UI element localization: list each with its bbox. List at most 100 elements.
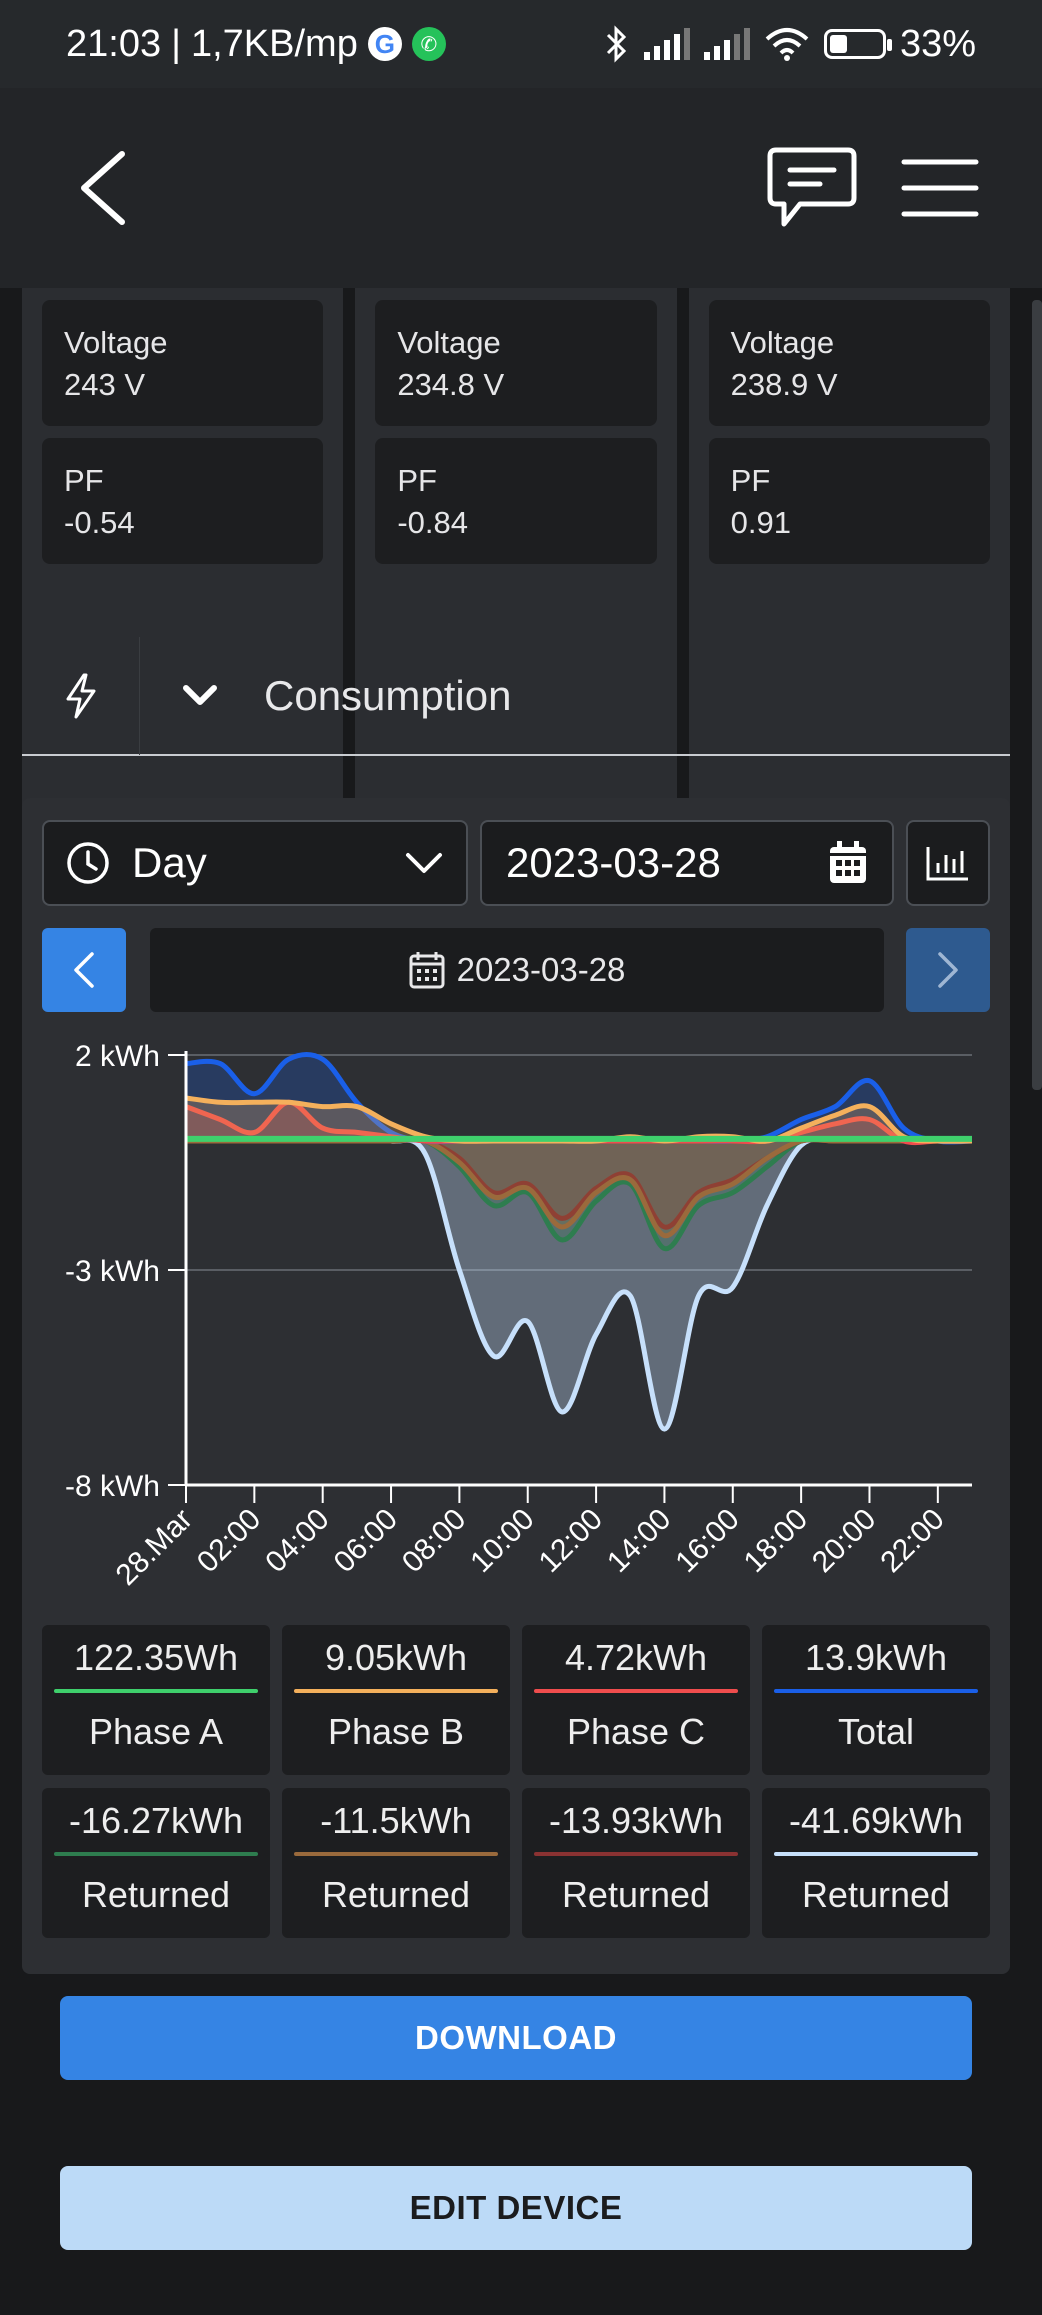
status-speed: 1,7KB/mp (190, 22, 358, 65)
chevron-down-icon (406, 853, 442, 873)
wifi-icon (765, 28, 809, 61)
pf-box: PF -0.54 (42, 438, 324, 564)
pf-label: PF (64, 463, 104, 498)
signal-icon-2 (703, 28, 750, 60)
legend-value: -16.27kWh (68, 1800, 244, 1841)
legend-returned-phase-b[interactable]: -11.5kWh Returned (282, 1788, 510, 1938)
legend-phase-b[interactable]: 9.05kWh Phase B (282, 1625, 510, 1775)
legend-name: Returned (81, 1874, 231, 1915)
legend-line (294, 1852, 498, 1856)
calendar-icon (409, 952, 445, 989)
chart-type-button[interactable] (906, 820, 990, 906)
pf-label: PF (397, 463, 437, 498)
voltage-label: Voltage (64, 325, 168, 360)
consumption-title: Consumption (264, 672, 512, 719)
phase-card: Voltage 238.9 V PF 0.91 (688, 208, 1010, 902)
chevron-left-icon (74, 952, 94, 988)
period-select-value: Day (132, 839, 207, 886)
status-bar: 21:03 | 1,7KB/mp G ✆ 33% (0, 0, 1042, 88)
y-tick-label: -3 kWh (65, 1255, 160, 1288)
edit-device-button[interactable]: EDIT DEVICE (60, 2166, 972, 2250)
phone-call-icon: ✆ (411, 27, 446, 61)
series-area-returned-total (186, 1139, 972, 1430)
legend-value: -41.69kWh (788, 1800, 964, 1841)
legend-name: Returned (801, 1874, 951, 1915)
legend-line (54, 1852, 258, 1856)
bluetooth-icon (606, 25, 627, 63)
date-input-value: 2023-03-28 (506, 839, 721, 886)
pf-box: PF 0.91 (708, 438, 990, 564)
download-button[interactable]: DOWNLOAD (60, 1996, 972, 2080)
pf-value: 0.91 (730, 505, 791, 540)
legend-name: Total (837, 1711, 915, 1752)
x-tick-label: 20:00 (806, 1503, 882, 1579)
chevron-right-icon (938, 952, 958, 988)
legend-value: 4.72kWh (564, 1637, 708, 1678)
legend-name: Phase B (327, 1711, 465, 1752)
consumption-card: Day 2023-03-28 2023-03-28 2 kWh -3 kWh -8 … (22, 798, 1010, 1974)
battery-icon (823, 29, 892, 59)
legend-value: 122.35Wh (73, 1637, 239, 1678)
calendar-icon[interactable] (828, 841, 868, 885)
bar-chart-icon (926, 847, 968, 881)
scrollbar[interactable] (1032, 300, 1042, 1090)
previous-day-button[interactable] (42, 928, 126, 1012)
voltage-value: 238.9 V (730, 367, 838, 402)
y-tick-label: -8 kWh (65, 1470, 160, 1503)
legend-line (54, 1689, 258, 1693)
legend-line (534, 1852, 738, 1856)
x-tick-label: 06:00 (328, 1503, 404, 1579)
voltage-label: Voltage (397, 325, 501, 360)
x-tick-label: 14:00 (601, 1503, 677, 1579)
legend-line (774, 1689, 978, 1693)
legend-name: Returned (561, 1874, 711, 1915)
lightning-bolt-icon (22, 637, 140, 755)
chevron-down-icon[interactable] (180, 676, 220, 716)
app-bar (0, 88, 1042, 288)
x-tick-label: 10:00 (464, 1503, 540, 1579)
legend-row-returned: -16.27kWh Returned -11.5kWh Returned -13.9… (42, 1788, 990, 1938)
chat-bubble-icon[interactable] (766, 144, 858, 234)
consumption-chart[interactable]: 2 kWh -3 kWh -8 kWh28.Mar02:0004:0006:0008… (22, 1028, 1010, 1608)
hamburger-menu-icon[interactable] (900, 156, 980, 220)
legend-value: -11.5kWh (320, 1800, 472, 1841)
x-tick-label: 08:00 (396, 1503, 472, 1579)
voltage-label: Voltage (730, 325, 835, 360)
legend-line (774, 1852, 978, 1856)
current-date-text: 2023-03-28 (456, 951, 626, 988)
clock-icon (67, 842, 109, 884)
current-date-display: 2023-03-28 (150, 928, 884, 1012)
battery-percent: 33% (899, 22, 976, 65)
voltage-box: Voltage 234.8 V (375, 300, 657, 426)
pf-value: -0.84 (397, 505, 468, 540)
consumption-header[interactable]: Consumption (22, 637, 1010, 756)
pf-box: PF -0.84 (375, 438, 657, 564)
y-tick-label: 2 kWh (75, 1040, 160, 1073)
phase-cards: Voltage 243 V PF -0.54 Voltage 234.8 V P… (22, 208, 1010, 902)
series-area-returned-phase-b (186, 1139, 972, 1236)
next-day-button[interactable] (906, 928, 990, 1012)
status-time: 21:03 (66, 22, 162, 65)
legend-returned-phase-a[interactable]: -16.27kWh Returned (42, 1788, 270, 1938)
x-tick-label: 22:00 (874, 1503, 950, 1579)
google-icon: G (367, 27, 402, 61)
legend-returned-total[interactable]: -41.69kWh Returned (762, 1788, 990, 1938)
legend-phase-a[interactable]: 122.35Wh Phase A (42, 1625, 270, 1775)
legend-phase-c[interactable]: 4.72kWh Phase C (522, 1625, 750, 1775)
phase-card: Voltage 243 V PF -0.54 (22, 208, 344, 902)
legend-returned-phase-c[interactable]: -13.93kWh Returned (522, 1788, 750, 1938)
pf-label: PF (730, 463, 771, 498)
back-chevron-icon[interactable] (70, 148, 150, 228)
x-tick-label: 28.Mar (110, 1503, 199, 1592)
voltage-value: 234.8 V (397, 367, 505, 402)
series-area-returned-phase-c (186, 1139, 972, 1228)
pf-value: -0.54 (64, 505, 135, 540)
date-input[interactable]: 2023-03-28 (480, 820, 894, 906)
legend-value: -13.93kWh (548, 1800, 724, 1841)
x-tick-label: 16:00 (669, 1503, 745, 1579)
legend-value: 13.9kWh (804, 1637, 948, 1678)
period-select[interactable]: Day (42, 820, 468, 906)
legend-name: Returned (321, 1874, 471, 1915)
legend-total[interactable]: 13.9kWh Total (762, 1625, 990, 1775)
x-tick-label: 04:00 (259, 1503, 335, 1579)
